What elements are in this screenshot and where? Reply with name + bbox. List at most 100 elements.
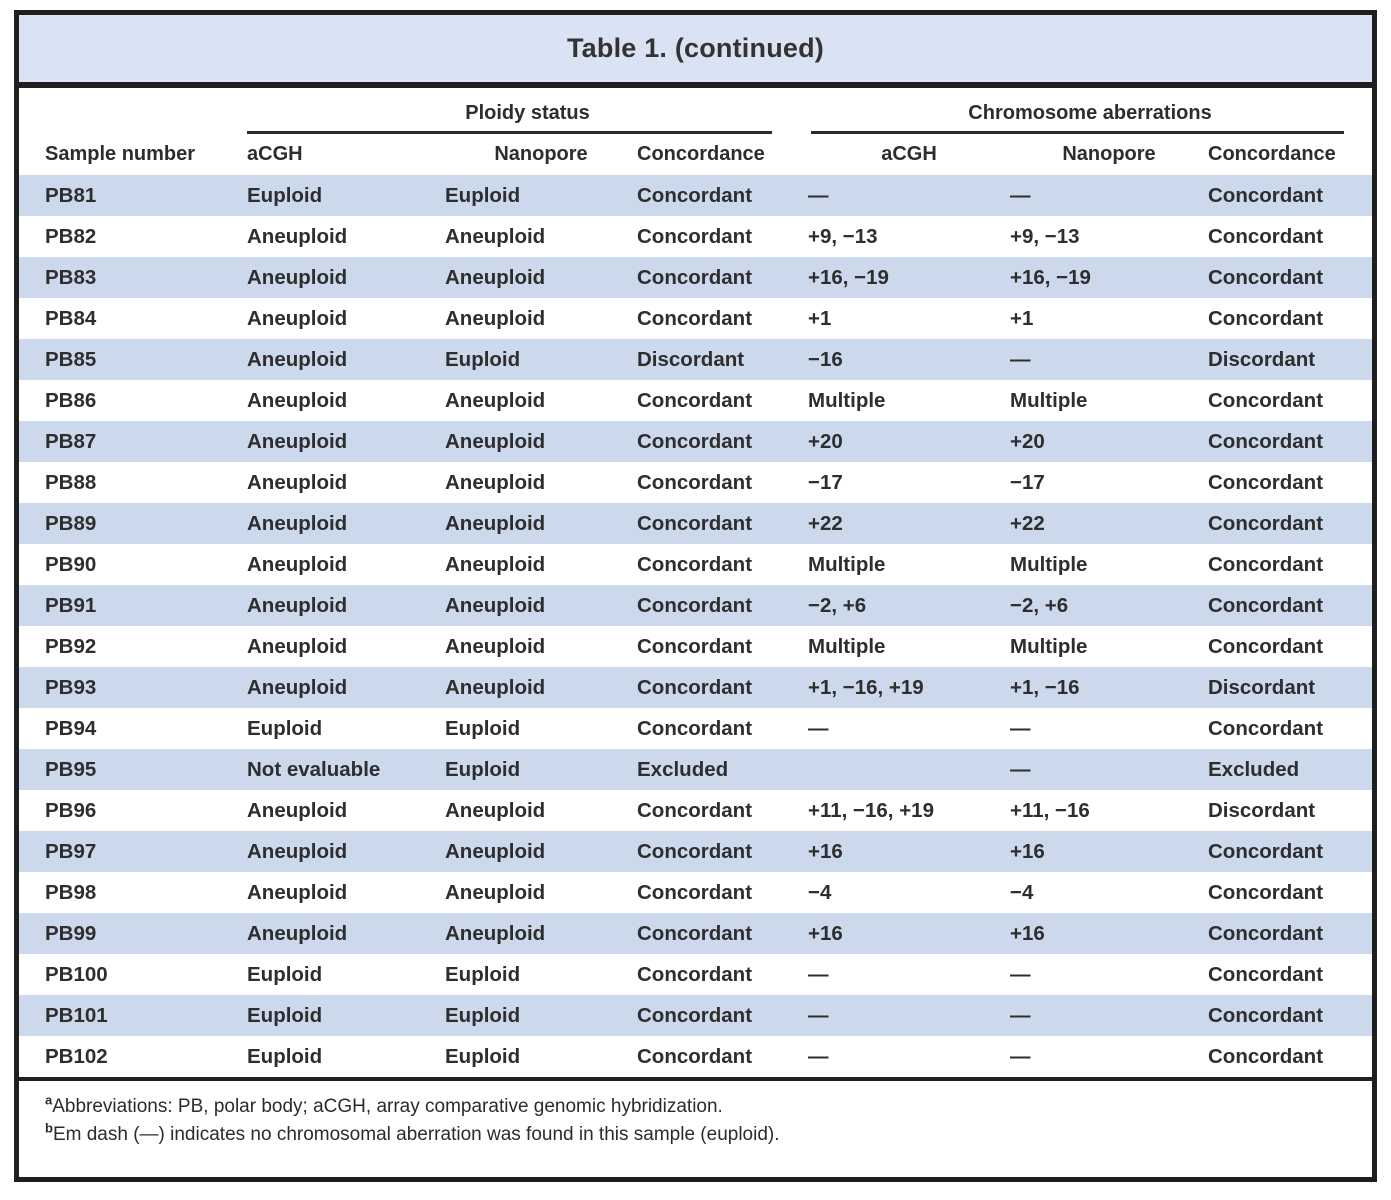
cell-ploidy-concordance: Concordant [637,183,753,207]
table-row: PB101 Euploid Euploid Concordant — — Con… [19,995,1372,1036]
table-title: Table 1. (continued) [566,33,824,63]
cell-aberration-nanopore: — [1010,1003,1031,1027]
cell-sample-number: PB99 [45,921,97,945]
cell-aberration-acgh: Multiple [808,388,886,412]
cell-ploidy-acgh: Euploid [247,1003,323,1027]
cell-ploidy-acgh: Aneuploid [247,347,348,371]
cell-sample-number: PB90 [45,552,97,576]
cell-ploidy-acgh: Aneuploid [247,388,348,412]
table-frame: Table 1. (continued) Ploidy status Chrom… [14,10,1377,1182]
cell-aberration-concordance: Concordant [1208,470,1324,494]
cell-sample-number: PB94 [45,716,97,740]
cell-aberration-concordance: Concordant [1208,1003,1324,1027]
table-row: PB84 Aneuploid Aneuploid Concordant +1 +… [19,298,1372,339]
cell-aberration-nanopore: −17 [1010,470,1045,494]
cell-sample-number: PB102 [45,1044,108,1068]
cell-aberration-acgh: Multiple [808,634,886,658]
cell-ploidy-nanopore: Aneuploid [445,511,546,535]
cell-sample-number: PB88 [45,470,97,494]
cell-sample-number: PB82 [45,224,97,248]
cell-ploidy-nanopore: Aneuploid [445,552,546,576]
table-body: PB81 Euploid Euploid Concordant — — Conc… [19,175,1372,1077]
cell-ploidy-nanopore: Aneuploid [445,921,546,945]
cell-ploidy-concordance: Concordant [637,1003,753,1027]
cell-aberration-acgh: −2, +6 [808,593,867,617]
cell-ploidy-nanopore: Euploid [445,962,521,986]
column-group-row: Ploidy status Chromosome aberrations [19,102,1372,134]
cell-aberration-concordance: Discordant [1208,675,1316,699]
cell-ploidy-concordance: Concordant [637,511,753,535]
cell-ploidy-nanopore: Euploid [445,1003,521,1027]
footnote-em-dash: bEm dash (—) indicates no chromosomal ab… [45,1121,1352,1149]
column-header-row: Sample number aCGH Nanopore Concordance … [19,143,1372,175]
cell-ploidy-nanopore: Aneuploid [445,634,546,658]
cell-aberration-concordance: Concordant [1208,593,1324,617]
cell-ploidy-concordance: Concordant [637,839,753,863]
table-row: PB85 Aneuploid Euploid Discordant −16 — … [19,339,1372,380]
cell-aberration-concordance: Discordant [1208,347,1316,371]
cell-ploidy-nanopore: Aneuploid [445,224,546,248]
cell-ploidy-concordance: Concordant [637,634,753,658]
table-row: PB92 Aneuploid Aneuploid Concordant Mult… [19,626,1372,667]
cell-aberration-concordance: Concordant [1208,962,1324,986]
cell-aberration-concordance: Concordant [1208,716,1324,740]
cell-aberration-acgh: +11, −16, +19 [808,798,934,822]
footnote-abbreviations: aAbbreviations: PB, polar body; aCGH, ar… [45,1093,1352,1121]
cell-ploidy-concordance: Concordant [637,470,753,494]
cell-ploidy-concordance: Concordant [637,593,753,617]
group-ploidy-status: Ploidy status [247,102,808,134]
cell-aberration-nanopore: Multiple [1010,634,1088,658]
cell-aberration-acgh: — [808,716,829,740]
cell-aberration-nanopore: −2, +6 [1010,593,1069,617]
table-row: PB100 Euploid Euploid Concordant — — Con… [19,954,1372,995]
footnote-box: aAbbreviations: PB, polar body; aCGH, ar… [19,1077,1372,1149]
cell-aberration-nanopore: +16 [1010,921,1045,945]
cell-aberration-acgh: — [808,1003,829,1027]
cell-aberration-acgh: +16 [808,921,843,945]
cell-ploidy-concordance: Concordant [637,921,753,945]
cell-aberration-nanopore: +1, −16 [1010,675,1080,699]
column-header-ploidy-acgh: aCGH [247,143,303,165]
cell-aberration-acgh: +1 [808,306,832,330]
cell-ploidy-concordance: Concordant [637,880,753,904]
cell-ploidy-concordance: Discordant [637,347,745,371]
table-row: PB88 Aneuploid Aneuploid Concordant −17 … [19,462,1372,503]
cell-ploidy-concordance: Concordant [637,224,753,248]
column-header-aberration-nanopore: Nanopore [1062,143,1156,165]
column-header-aberration-acgh: aCGH [881,143,937,165]
cell-ploidy-nanopore: Aneuploid [445,798,546,822]
cell-sample-number: PB87 [45,429,97,453]
group-chromosome-aberrations-label: Chromosome aberrations [968,102,1212,124]
table-header: Ploidy status Chromosome aberrations Sam… [19,88,1372,175]
cell-ploidy-acgh: Aneuploid [247,265,348,289]
column-header-ploidy-nanopore: Nanopore [494,143,588,165]
cell-ploidy-concordance: Concordant [637,265,753,289]
footnote-abbreviations-text: Abbreviations: PB, polar body; aCGH, arr… [52,1096,723,1117]
cell-aberration-concordance: Concordant [1208,634,1324,658]
cell-aberration-nanopore: −4 [1010,880,1034,904]
cell-ploidy-nanopore: Euploid [445,1044,521,1068]
cell-ploidy-nanopore: Aneuploid [445,306,546,330]
cell-ploidy-acgh: Aneuploid [247,634,348,658]
cell-aberration-acgh: −17 [808,470,843,494]
cell-sample-number: PB83 [45,265,97,289]
cell-aberration-nanopore: — [1010,183,1031,207]
cell-aberration-acgh: — [808,962,829,986]
table-row: PB89 Aneuploid Aneuploid Concordant +22 … [19,503,1372,544]
cell-ploidy-acgh: Aneuploid [247,675,348,699]
cell-aberration-nanopore: — [1010,347,1031,371]
cell-ploidy-nanopore: Aneuploid [445,388,546,412]
cell-sample-number: PB97 [45,839,97,863]
cell-aberration-nanopore: Multiple [1010,552,1088,576]
cell-ploidy-nanopore: Aneuploid [445,839,546,863]
cell-ploidy-concordance: Concordant [637,429,753,453]
cell-ploidy-nanopore: Aneuploid [445,470,546,494]
cell-aberration-concordance: Concordant [1208,265,1324,289]
cell-ploidy-acgh: Aneuploid [247,798,348,822]
cell-ploidy-acgh: Aneuploid [247,429,348,453]
footnote-marker-a: a [45,1092,53,1108]
cell-aberration-concordance: Concordant [1208,429,1324,453]
table-row: PB102 Euploid Euploid Concordant — — Con… [19,1036,1372,1077]
cell-ploidy-acgh: Euploid [247,962,323,986]
cell-ploidy-acgh: Aneuploid [247,470,348,494]
